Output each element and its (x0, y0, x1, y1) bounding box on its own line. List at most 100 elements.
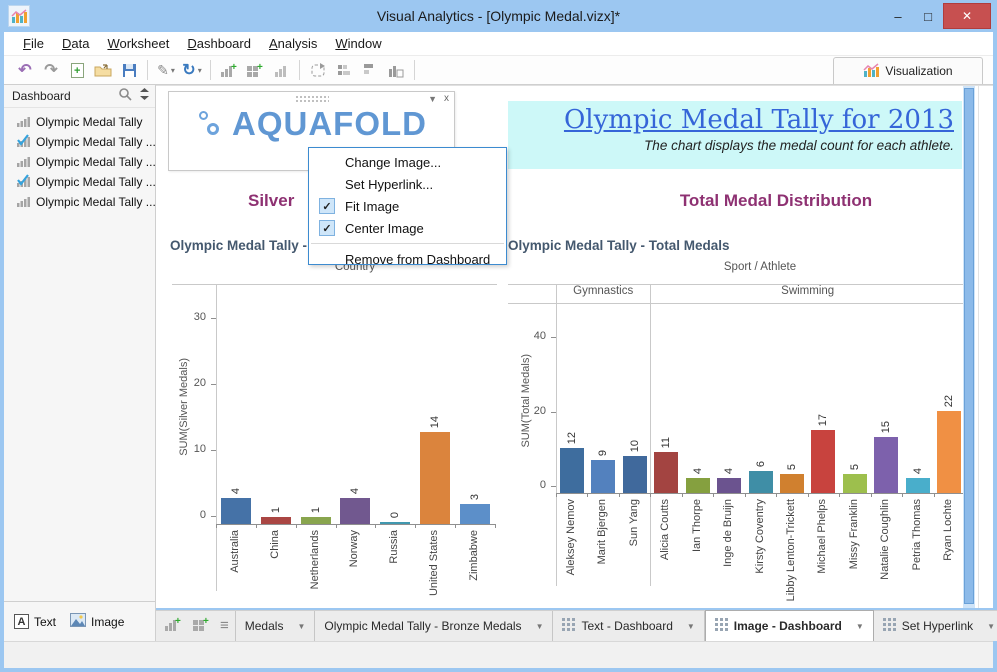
chart-export-icon[interactable] (385, 59, 407, 81)
chart-caption: Olympic Medal Tally - Total Medals (508, 238, 730, 253)
x-slot-tick (650, 493, 651, 497)
bar-inge-de-bruijn[interactable] (717, 478, 741, 493)
save-icon[interactable] (118, 59, 140, 81)
menu-data[interactable]: Data (61, 36, 90, 51)
bar-kirsty-coventry[interactable] (749, 471, 773, 493)
minimize-button[interactable]: – (894, 8, 902, 24)
sidebar-item-worksheet-2[interactable]: Olympic Medal Tally ... (4, 132, 156, 152)
x-category-label: Marit Bjergen (596, 499, 608, 565)
tab-caret-icon[interactable]: ▼ (297, 621, 306, 631)
sort-descending-icon[interactable] (359, 59, 381, 81)
image-tool-button[interactable]: Image (70, 613, 124, 630)
bar-marit-bjergen[interactable] (591, 460, 615, 493)
context-menu-item-center-image[interactable]: ✓ Center Image (309, 217, 506, 239)
toolbar-separator (299, 60, 300, 80)
add-worksheet-icon[interactable]: + (164, 616, 182, 637)
x-slot-tick (776, 493, 777, 497)
svg-text:+: + (257, 62, 263, 73)
y-tick-label: 20 (533, 405, 546, 417)
text-tool-label: Text (34, 614, 57, 629)
sidebar-item-worksheet-5[interactable]: Olympic Medal Tally ... (4, 192, 156, 212)
bar-petria-thomas[interactable] (906, 478, 930, 493)
aquafold-wordmark: AQUAFOLD (232, 105, 427, 142)
bar-michael-phelps[interactable] (811, 430, 835, 493)
sort-ascending-icon[interactable] (333, 59, 355, 81)
open-folder-icon[interactable] (92, 59, 114, 81)
bar-libby-lenton-trickett[interactable] (780, 474, 804, 493)
visualization-icon (863, 62, 880, 80)
bar-australia[interactable] (221, 498, 251, 524)
dashboard-canvas: ▼ x AQUAFOLD Olympic Medal Tally for 201… (156, 85, 993, 608)
tab-set-hyperlink[interactable]: Set Hyperlink ▼ (874, 611, 997, 641)
svg-text:+: + (231, 62, 237, 73)
tab-medals[interactable]: Medals ▼ (236, 611, 316, 641)
context-menu-item-set-hyperlink[interactable]: Set Hyperlink... (309, 173, 506, 195)
bar-china[interactable] (261, 517, 291, 524)
sidebar-item-label: Olympic Medal Tally ... (36, 155, 156, 169)
sidebar-item-worksheet-3[interactable]: Olympic Medal Tally ... (4, 152, 156, 172)
widget-close-icon[interactable]: x (444, 93, 449, 104)
bar-norway[interactable] (340, 498, 370, 524)
sidebar-item-worksheet-4[interactable]: Olympic Medal Tally ... (4, 172, 156, 192)
vertical-scrollbar[interactable] (963, 86, 975, 608)
bar-zimbabwe[interactable] (460, 504, 490, 524)
bar-ian-thorpe[interactable] (686, 478, 710, 493)
chart-y-axis-title: SUM(Total Medals) (520, 354, 532, 448)
visualization-tab[interactable]: Visualization (833, 57, 983, 84)
checkmark-icon[interactable]: ✓ (319, 220, 335, 236)
canvas-edge-line (978, 86, 979, 608)
search-icon[interactable] (118, 87, 132, 106)
format-brush-icon[interactable]: ✎ ▾ (157, 61, 175, 78)
context-menu-item-change-image[interactable]: Change Image... (309, 151, 506, 173)
add-dashboard-icon[interactable]: + (192, 616, 210, 637)
redo-icon[interactable]: ↷ (44, 62, 58, 79)
text-tool-button[interactable]: A Text (14, 614, 56, 629)
tab-olympic-medal-tally-bronze-medals[interactable]: Olympic Medal Tally - Bronze Medals ▼ (315, 611, 554, 641)
worksheet-icon (16, 154, 31, 171)
bar-aleksey-nemov[interactable] (560, 448, 584, 493)
new-file-icon[interactable]: + (66, 59, 88, 81)
bar-ryan-lochte[interactable] (937, 411, 961, 493)
scrollbar-thumb[interactable] (964, 88, 974, 604)
menu-window[interactable]: Window (335, 36, 382, 51)
tab-caret-icon[interactable]: ▼ (855, 621, 864, 631)
close-button[interactable]: ✕ (943, 3, 991, 29)
menu-dashboard[interactable]: Dashboard (187, 36, 251, 51)
maximize-button[interactable]: □ (924, 8, 932, 24)
right-chart-heading: Total Medal Distribution (679, 191, 873, 210)
menu-worksheet[interactable]: Worksheet (107, 36, 170, 51)
dashboard-text-banner[interactable]: Olympic Medal Tally for 2013 The chart d… (508, 101, 962, 169)
bar-netherlands[interactable] (301, 517, 331, 524)
menu-analysis[interactable]: Analysis (268, 36, 318, 51)
bar-natalie-coughlin[interactable] (874, 437, 898, 493)
worksheet-list-icon[interactable]: ≡ (220, 617, 229, 634)
undo-icon[interactable]: ↶ (18, 62, 32, 79)
tab-text-dashboard[interactable]: Text - Dashboard ▼ (553, 611, 705, 641)
bar-sun-yang[interactable] (623, 456, 647, 493)
tab-caret-icon[interactable]: ▼ (686, 621, 695, 631)
bar-missy-franklin[interactable] (843, 474, 867, 493)
add-dashboard-icon[interactable]: + (244, 59, 266, 81)
context-menu-item-remove-from-dashboard[interactable]: Remove from Dashboard (309, 248, 506, 270)
tab-caret-icon[interactable]: ▼ (987, 621, 996, 631)
widget-menu-caret-icon[interactable]: ▼ (428, 93, 437, 104)
bar-value-label: 0 (389, 511, 401, 518)
bar-alicia-coutts[interactable] (654, 452, 678, 493)
sidebar-item-worksheet-1[interactable]: Olympic Medal Tally (4, 112, 155, 132)
refresh-icon[interactable]: ↻ ▾ (182, 62, 202, 79)
menu-file[interactable]: File (23, 36, 44, 51)
sort-toggle-icon[interactable] (140, 87, 149, 105)
image-tool-icon (70, 613, 87, 630)
context-menu-item-fit-image[interactable]: ✓ Fit Image (309, 195, 506, 217)
svg-text:+: + (74, 65, 80, 77)
duplicate-worksheet-icon[interactable] (270, 59, 292, 81)
tab-caret-icon[interactable]: ▼ (535, 621, 544, 631)
refresh-layout-icon[interactable] (307, 59, 329, 81)
drag-handle[interactable] (294, 95, 329, 104)
x-slot-tick (934, 493, 935, 497)
tab-image-dashboard[interactable]: Image - Dashboard ▼ (704, 610, 874, 641)
bar-united-states[interactable] (420, 432, 450, 524)
bar-russia[interactable] (380, 522, 410, 524)
checkmark-icon[interactable]: ✓ (319, 198, 335, 214)
add-worksheet-icon[interactable]: + (218, 59, 240, 81)
